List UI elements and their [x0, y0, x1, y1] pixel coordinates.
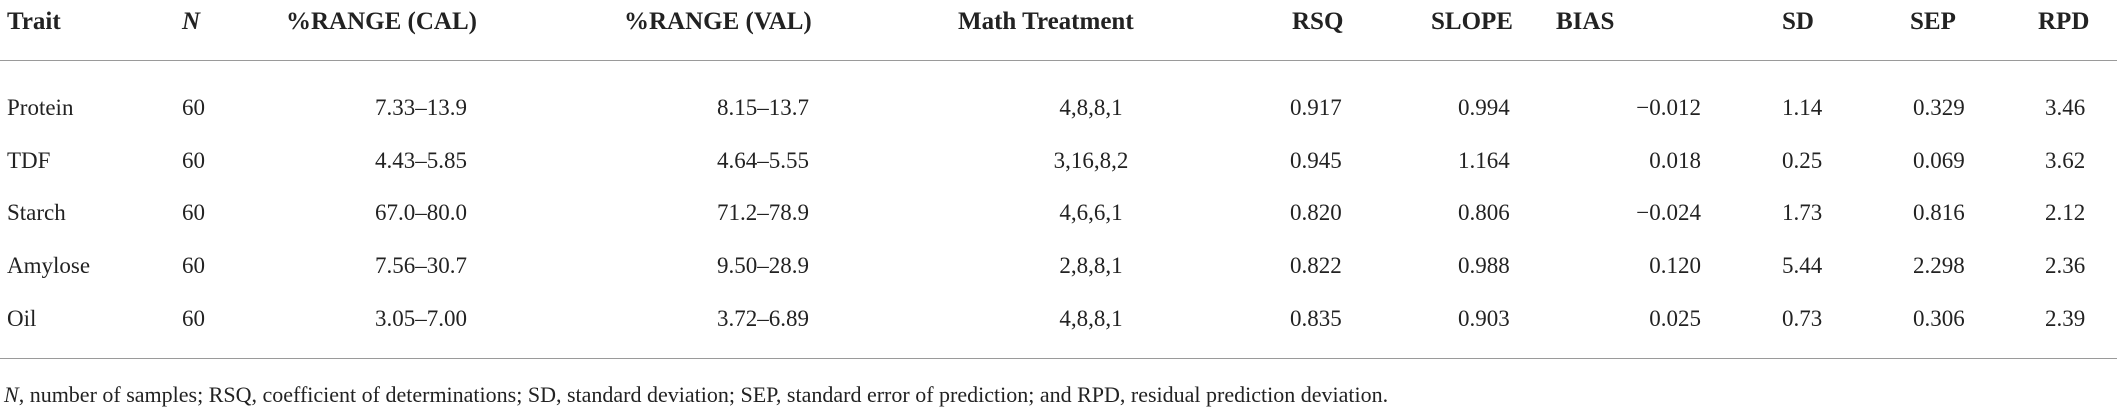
table-cell: 2.39	[2045, 306, 2086, 331]
column-header: SEP	[1910, 8, 1956, 35]
table-cell: 3.46	[2045, 95, 2086, 120]
table-cell: 60	[182, 200, 205, 225]
table-cell: 0.73	[1782, 306, 1823, 331]
column-header: N	[182, 8, 201, 35]
table-cell: 9.50–28.9	[717, 253, 809, 278]
table-cell: 4,6,6,1	[1059, 200, 1123, 225]
table-cell: Protein	[7, 95, 74, 120]
column-header: RPD	[2038, 8, 2090, 35]
table-cell: 0.018	[1649, 148, 1701, 173]
table-cell: 0.994	[1458, 95, 1510, 120]
footnote-abbr: N	[4, 382, 19, 407]
table-cell: 60	[182, 253, 205, 278]
table-cell: 71.2–78.9	[717, 200, 809, 225]
table-cell: 0.069	[1913, 148, 1965, 173]
footnote: N, number of samples; RSQ, coefficient o…	[4, 381, 1388, 409]
table-cell: 60	[182, 95, 205, 120]
table-cell: 0.903	[1458, 306, 1510, 331]
table-cell: 1.14	[1782, 95, 1823, 120]
table-cell: 3.62	[2045, 148, 2086, 173]
table-cell: 0.917	[1290, 95, 1342, 120]
column-header: SLOPE	[1431, 8, 1513, 35]
table-cell: 2.12	[2045, 200, 2086, 225]
table-cell: 0.820	[1290, 200, 1342, 225]
table-cell: 4.43–5.85	[375, 148, 467, 173]
table-cell: −0.024	[1636, 200, 1701, 225]
table-cell: 4,8,8,1	[1059, 306, 1123, 331]
table-cell: 5.44	[1782, 253, 1823, 278]
table-cell: 3,16,8,2	[1053, 148, 1129, 173]
table-cell: 0.822	[1290, 253, 1342, 278]
header-rule	[0, 60, 2117, 61]
column-header: %RANGE (VAL)	[624, 8, 812, 35]
column-header: BIAS	[1556, 8, 1615, 35]
table-cell: −0.012	[1636, 95, 1701, 120]
table-cell: 0.120	[1649, 253, 1701, 278]
table-cell: 3.72–6.89	[717, 306, 809, 331]
table-cell: TDF	[7, 148, 51, 173]
table-cell: 0.329	[1913, 95, 1965, 120]
table-cell: 0.816	[1913, 200, 1965, 225]
table-cell: Starch	[7, 200, 66, 225]
table-cell: 2.36	[2045, 253, 2086, 278]
table-cell: 60	[182, 306, 205, 331]
bottom-rule	[0, 358, 2117, 359]
table-cell: 8.15–13.7	[717, 95, 809, 120]
table-cell: Amylose	[7, 253, 91, 278]
table-cell: 0.988	[1458, 253, 1510, 278]
column-header: RSQ	[1292, 8, 1344, 35]
table-cell: 0.806	[1458, 200, 1510, 225]
table-cell: 0.835	[1290, 306, 1342, 331]
table-cell: 1.73	[1782, 200, 1823, 225]
column-header: Math Treatment	[958, 8, 1134, 35]
table-cell: Oil	[7, 306, 37, 331]
table-cell: 4.64–5.55	[717, 148, 809, 173]
table-cell: 0.25	[1782, 148, 1823, 173]
table-cell: 7.56–30.7	[375, 253, 467, 278]
footnote-text: , number of samples; RSQ, coefficient of…	[18, 382, 1389, 407]
table-cell: 2,8,8,1	[1059, 253, 1123, 278]
table-cell: 67.0–80.0	[375, 200, 467, 225]
table-cell: 7.33–13.9	[375, 95, 467, 120]
table-cell: 0.945	[1290, 148, 1342, 173]
column-header: Trait	[7, 8, 61, 35]
table-cell: 2.298	[1913, 253, 1965, 278]
table-cell: 0.306	[1913, 306, 1965, 331]
column-header: SD	[1782, 8, 1814, 35]
table-cell: 3.05–7.00	[375, 306, 467, 331]
table-cell: 60	[182, 148, 205, 173]
column-header: %RANGE (CAL)	[286, 8, 477, 35]
table-cell: 1.164	[1458, 148, 1510, 173]
table-cell: 0.025	[1649, 306, 1701, 331]
table-cell: 4,8,8,1	[1059, 95, 1123, 120]
